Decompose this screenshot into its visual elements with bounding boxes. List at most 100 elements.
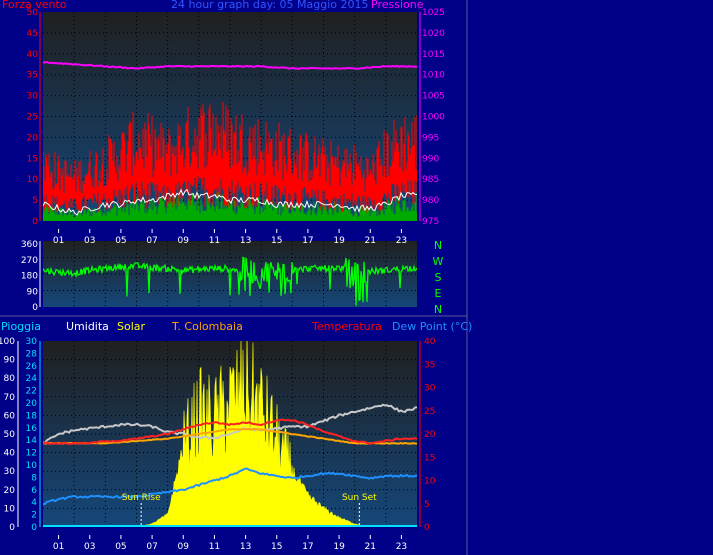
x-tick-label: 01 bbox=[53, 542, 64, 552]
rain-tick: 28 bbox=[26, 349, 38, 359]
temperature-line bbox=[43, 418, 417, 445]
compass-label: S bbox=[435, 271, 442, 284]
x-tick-label: 13 bbox=[240, 236, 251, 246]
temperature-tick: 0 bbox=[424, 523, 430, 533]
pressure-tick: 1015 bbox=[422, 50, 445, 60]
rain-tick: 4 bbox=[31, 498, 37, 508]
pressure-tick: 1020 bbox=[422, 29, 445, 39]
temperature-tick: 20 bbox=[424, 430, 436, 440]
x-tick-label: 05 bbox=[115, 236, 126, 246]
solar-title: Solar bbox=[117, 320, 146, 333]
direction-tick: 0 bbox=[32, 303, 38, 313]
x-tick-label: 07 bbox=[146, 542, 157, 552]
rain-tick: 12 bbox=[26, 449, 37, 459]
rain-tick: 10 bbox=[26, 461, 38, 471]
rain-tick: 0 bbox=[31, 523, 37, 533]
x-tick-label: 03 bbox=[84, 236, 95, 246]
pressure-tick: 1025 bbox=[422, 8, 445, 18]
temperature-tick: 5 bbox=[424, 500, 430, 510]
pressure-axis: 1025 1020 1015 1010 1005 1000 995 990 985 980 975 bbox=[419, 8, 445, 227]
x-tick-label: 09 bbox=[178, 236, 190, 246]
pressure-line bbox=[43, 60, 417, 70]
wind-marks bbox=[43, 60, 417, 221]
x-tick-label: 15 bbox=[271, 236, 282, 246]
compass-label: N bbox=[434, 239, 442, 252]
direction-axis: 360 270 180 90 0 bbox=[21, 240, 41, 313]
wind-speed-title: Forza vento bbox=[2, 0, 67, 11]
humidity-tick: 90 bbox=[4, 356, 16, 366]
wind-speed-tick: 45 bbox=[27, 29, 38, 39]
dew-point-line bbox=[43, 467, 417, 506]
temperature-tick: 15 bbox=[424, 453, 435, 463]
humidity-tick: 100 bbox=[0, 337, 15, 347]
temperature-tick: 25 bbox=[424, 407, 435, 417]
x-tick-label: 11 bbox=[209, 236, 220, 246]
pressure-tick: 1010 bbox=[422, 71, 445, 81]
sunrise-label: Sun Rise bbox=[122, 493, 161, 503]
temperature-tick: 10 bbox=[424, 477, 436, 487]
wind-speed-tick: 50 bbox=[27, 8, 39, 18]
direction-marks bbox=[43, 256, 417, 306]
humidity-tick: 20 bbox=[4, 486, 16, 496]
rain-tick: 26 bbox=[26, 362, 38, 372]
wind-speed-tick: 35 bbox=[27, 71, 38, 81]
rain-tick: 14 bbox=[26, 436, 38, 446]
wind-speed-bars bbox=[43, 188, 417, 221]
compass-label: N bbox=[434, 303, 442, 316]
temperature-axis: 40 35 30 25 20 15 10 5 0 bbox=[419, 337, 436, 533]
humidity-tick: 40 bbox=[4, 449, 16, 459]
direction-tick: 90 bbox=[27, 287, 39, 297]
x-tick-label: 05 bbox=[115, 542, 126, 552]
humidity-tick: 80 bbox=[4, 374, 16, 384]
pressure-tick: 985 bbox=[422, 175, 439, 185]
x-tick-label: 23 bbox=[396, 236, 407, 246]
rain-title: Pioggia bbox=[1, 320, 41, 333]
humidity-title: Umidita bbox=[66, 320, 109, 333]
wind-speed-tick: 15 bbox=[27, 154, 38, 164]
wind-speed-tick: 5 bbox=[32, 196, 38, 206]
rain-tick: 18 bbox=[26, 411, 38, 421]
x-tick-label: 11 bbox=[209, 542, 220, 552]
chart-date-title: 24 hour graph day: 05 Maggio 2015 bbox=[171, 0, 368, 11]
wind-speed-tick: 30 bbox=[27, 92, 39, 102]
x-tick-label: 15 bbox=[271, 542, 282, 552]
x-tick-label: 19 bbox=[333, 542, 345, 552]
climate-x-axis: 01 03 05 07 09 11 13 15 17 19 21 23 bbox=[53, 535, 407, 552]
humidity-tick: 30 bbox=[4, 467, 16, 477]
wind-speed-tick: 10 bbox=[27, 175, 39, 185]
pressure-tick: 980 bbox=[422, 196, 439, 206]
rain-tick: 30 bbox=[26, 337, 38, 347]
temperature-tick: 30 bbox=[424, 384, 436, 394]
wind-grid bbox=[43, 12, 417, 221]
climate-panel: Pioggia Umidita Solar T. Colombaia Tempe… bbox=[0, 320, 472, 552]
rain-tick: 8 bbox=[31, 473, 37, 483]
compass-label: E bbox=[435, 287, 442, 300]
wind-speed-tick: 40 bbox=[27, 50, 39, 60]
rain-tick: 6 bbox=[31, 486, 37, 496]
temperature-tick: 35 bbox=[424, 360, 435, 370]
x-tick-label: 21 bbox=[365, 236, 376, 246]
wind-direction-trace bbox=[43, 256, 417, 306]
rain-tick: 20 bbox=[26, 399, 38, 409]
wind-speed-tick: 25 bbox=[27, 113, 38, 123]
wind-average-line bbox=[43, 188, 417, 216]
rain-tick: 24 bbox=[26, 374, 38, 384]
rain-tick: 22 bbox=[26, 387, 37, 397]
rain-tick: 16 bbox=[26, 424, 38, 434]
pressure-tick: 995 bbox=[422, 133, 439, 143]
x-tick-label: 09 bbox=[178, 542, 190, 552]
temperature-title: Temperatura bbox=[311, 320, 382, 333]
humidity-tick: 60 bbox=[4, 411, 16, 421]
x-tick-label: 23 bbox=[396, 542, 407, 552]
wind-gust-series bbox=[43, 102, 417, 213]
x-tick-label: 07 bbox=[146, 236, 157, 246]
humidity-tick: 0 bbox=[9, 523, 15, 533]
compass-label: W bbox=[433, 255, 444, 268]
humidity-line bbox=[43, 403, 417, 445]
